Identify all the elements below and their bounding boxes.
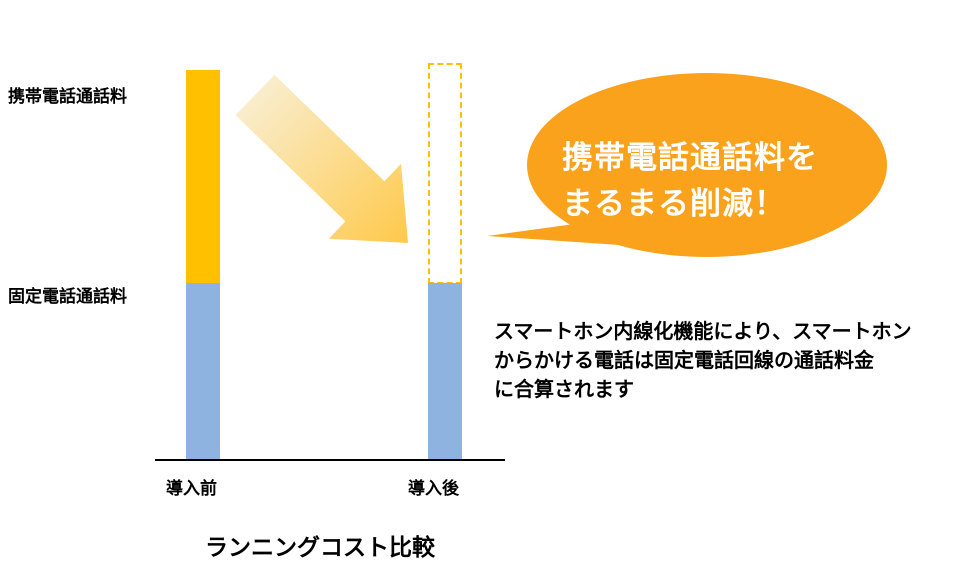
- bar-after-eliminated-segment: [428, 63, 462, 284]
- series-label-fixed-charges: 固定電話通話料: [8, 287, 127, 306]
- bar-before-mobile-segment: [186, 70, 220, 283]
- x-label-after: 導入後: [408, 479, 459, 498]
- bar-after-fixed-segment: [428, 283, 462, 460]
- note-line3: に合算されます: [494, 379, 634, 401]
- bubble-text-line2: まるまる削減！: [562, 186, 786, 221]
- bar-before-fixed-segment: [186, 283, 220, 460]
- reduction-arrow: [235, 74, 408, 244]
- x-label-before: 導入前: [166, 479, 217, 498]
- series-label-mobile-charges: 携帯電話通話料: [8, 87, 127, 106]
- bubble-text-line1: 携帯電話通話料を: [562, 140, 818, 175]
- chart-title: ランニングコスト比較: [205, 534, 435, 560]
- note-line1: スマートホン内線化機能により、スマートホン: [494, 321, 912, 343]
- speech-bubble-tail: [487, 221, 648, 247]
- note-line2: からかける電話は固定電話回線の通話料金: [494, 350, 874, 372]
- x-axis-line: [155, 459, 505, 461]
- explanatory-note: スマートホン内線化機能により、スマートホン からかける電話は固定電話回線の通話料…: [494, 318, 969, 405]
